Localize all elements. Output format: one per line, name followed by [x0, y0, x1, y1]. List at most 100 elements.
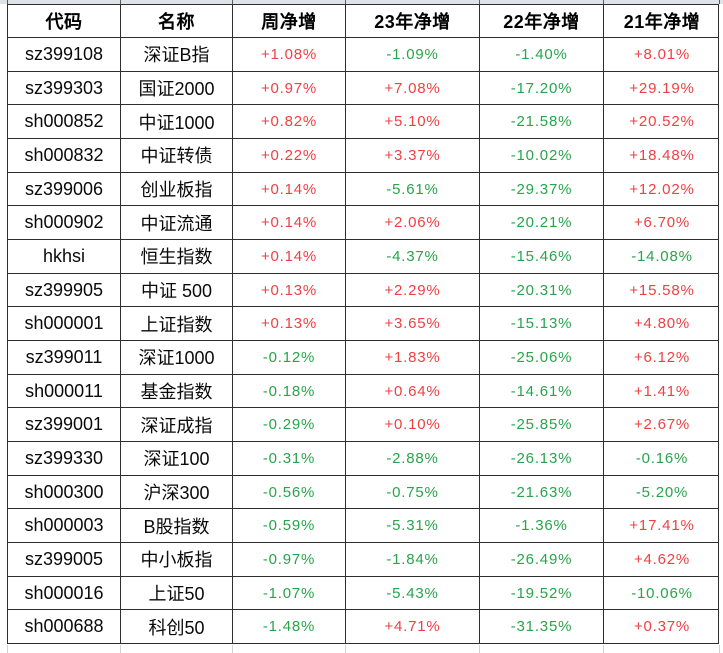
index-name: B股指数 — [121, 509, 233, 543]
index-name: 中证流通 — [121, 206, 233, 240]
change-2022: -29.37% — [480, 172, 604, 206]
week-change: +0.13% — [233, 273, 346, 307]
change-2023: -4.37% — [346, 240, 480, 273]
table-row[interactable]: hkhsi 恒生指数 +0.14% -4.37% -15.46% -14.08% — [8, 240, 718, 274]
change-2022: -1.40% — [480, 38, 604, 71]
strip-cell — [480, 0, 604, 4]
week-change: +0.22% — [233, 139, 346, 172]
strip-cell — [121, 645, 233, 653]
table-row[interactable]: sh000832 中证转债 +0.22% +3.37% -10.02% +18.… — [8, 139, 718, 173]
table-row[interactable]: sz399905 中证 500 +0.13% +2.29% -20.31% +1… — [8, 273, 718, 308]
week-change: -0.18% — [233, 374, 346, 408]
index-code: sz399006 — [8, 172, 121, 206]
column-header-code: 代码 — [8, 5, 121, 37]
index-code: sh000832 — [8, 139, 121, 172]
table-row[interactable]: sh000016 上证50 -1.07% -5.43% -19.52% -10.… — [8, 576, 718, 611]
change-2021: +20.52% — [629, 113, 695, 131]
change-2023: +5.10% — [346, 105, 480, 139]
week-change: +0.14% — [233, 240, 346, 273]
table-row[interactable]: sh000902 中证流通 +0.14% +2.06% -20.21% +6.7… — [8, 206, 718, 241]
change-2023: +7.08% — [346, 71, 480, 105]
change-2021: +15.58% — [629, 281, 695, 299]
week-change: -0.97% — [233, 543, 346, 576]
change-2023: -5.61% — [346, 172, 480, 206]
index-name: 创业板指 — [121, 172, 233, 206]
change-2022: -10.02% — [480, 139, 604, 172]
change-2021: -0.16% — [635, 449, 689, 467]
index-performance-table: 代码 名称 周净增 23年净增 22年净增 21年净增 sz399108 深证B… — [7, 4, 719, 644]
index-name: 深证1000 — [121, 341, 233, 374]
table-row[interactable]: sz399330 深证100 -0.31% -2.88% -26.13% -0.… — [8, 442, 718, 476]
change-2021: +6.12% — [633, 348, 691, 366]
index-name: 中证 500 — [121, 273, 233, 307]
index-name: 中证1000 — [121, 105, 233, 139]
change-2022: -25.06% — [480, 341, 604, 374]
index-code: sh000902 — [8, 206, 121, 240]
strip-cell — [121, 0, 233, 4]
week-change: -0.29% — [233, 408, 346, 442]
change-2021: +29.19% — [629, 79, 695, 97]
index-name: 深证100 — [121, 442, 233, 475]
change-2023: -1.09% — [346, 38, 480, 71]
table-header-row: 代码 名称 周净增 23年净增 22年净增 21年净增 — [8, 5, 718, 38]
column-header-week-change: 周净增 — [233, 5, 346, 37]
table-row[interactable]: sh000852 中证1000 +0.82% +5.10% -21.58% +2… — [8, 105, 718, 140]
change-2023: -5.31% — [346, 509, 480, 543]
change-2022: -15.46% — [480, 240, 604, 273]
change-2022: -25.85% — [480, 408, 604, 442]
change-2023: +2.06% — [346, 206, 480, 240]
table-row[interactable]: sh000011 基金指数 -0.18% +0.64% -14.61% +1.4… — [8, 374, 718, 409]
change-2023: +3.37% — [346, 139, 480, 172]
change-2023: -1.84% — [346, 543, 480, 576]
top-strip-grid — [7, 0, 720, 4]
index-code: sz399905 — [8, 273, 121, 307]
bottom-strip-grid — [7, 645, 720, 653]
week-change: +1.08% — [233, 38, 346, 71]
index-code: sz399011 — [8, 341, 121, 374]
index-code: sz399330 — [8, 442, 121, 475]
table-row[interactable]: sz399006 创业板指 +0.14% -5.61% -29.37% +12.… — [8, 172, 718, 207]
index-name: 中证转债 — [121, 139, 233, 172]
change-2022: -20.31% — [480, 273, 604, 307]
change-2022: -14.61% — [480, 374, 604, 408]
index-name: 基金指数 — [121, 374, 233, 408]
strip-cell — [604, 0, 720, 4]
index-name: 深证成指 — [121, 408, 233, 442]
column-header-2022-change: 22年净增 — [480, 5, 604, 37]
change-2023: +1.83% — [346, 341, 480, 374]
change-2021: +4.62% — [633, 550, 691, 568]
index-code: sz399303 — [8, 71, 121, 105]
change-2021: +17.41% — [629, 517, 695, 535]
change-2021: -5.20% — [635, 483, 689, 501]
week-change: -0.56% — [233, 475, 346, 509]
change-2021: +6.70% — [633, 214, 691, 232]
change-2022: -20.21% — [480, 206, 604, 240]
index-code: sh000300 — [8, 475, 121, 509]
table-row[interactable]: sh000001 上证指数 +0.13% +3.65% -15.13% +4.8… — [8, 307, 718, 342]
strip-cell — [480, 645, 604, 653]
table-row[interactable]: sz399303 国证2000 +0.97% +7.08% -17.20% +2… — [8, 71, 718, 106]
index-name: 上证指数 — [121, 307, 233, 341]
change-2021: +0.37% — [633, 618, 691, 636]
strip-cell — [233, 0, 346, 4]
table-row[interactable]: sz399108 深证B指 +1.08% -1.09% -1.40% +8.01… — [8, 38, 718, 72]
index-code: hkhsi — [8, 240, 121, 273]
table-row[interactable]: sz399011 深证1000 -0.12% +1.83% -25.06% +6… — [8, 341, 718, 375]
table-row[interactable]: sh000300 沪深300 -0.56% -0.75% -21.63% -5.… — [8, 475, 718, 510]
table-row[interactable]: sz399005 中小板指 -0.97% -1.84% -26.49% +4.6… — [8, 543, 718, 577]
table-row[interactable]: sh000003 B股指数 -0.59% -5.31% -1.36% +17.4… — [8, 509, 718, 544]
table-row[interactable]: sh000688 科创50 -1.48% +4.71% -31.35% +0.3… — [8, 610, 718, 644]
change-2023: +3.65% — [346, 307, 480, 341]
index-name: 上证50 — [121, 576, 233, 610]
index-code: sh000688 — [8, 610, 121, 644]
index-code: sh000001 — [8, 307, 121, 341]
change-2022: -15.13% — [480, 307, 604, 341]
column-header-2023-change: 23年净增 — [346, 5, 480, 37]
week-change: -0.59% — [233, 509, 346, 543]
index-name: 恒生指数 — [121, 240, 233, 273]
index-name: 国证2000 — [121, 71, 233, 105]
table-row[interactable]: sz399001 深证成指 -0.29% +0.10% -25.85% +2.6… — [8, 408, 718, 443]
week-change: -1.48% — [233, 610, 346, 644]
change-2021: +2.67% — [633, 416, 691, 434]
